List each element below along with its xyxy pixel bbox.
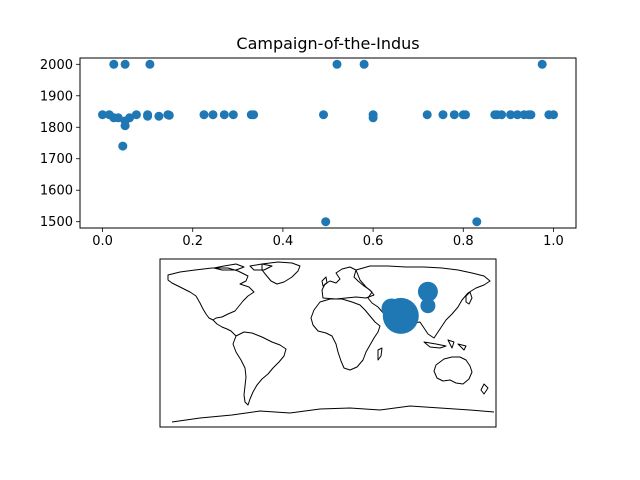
coastline-europe (321, 266, 375, 300)
y-tick-label: 1500 (40, 215, 73, 230)
map-marker (420, 298, 436, 314)
coastline-british-isles (321, 276, 328, 287)
x-axis-ticks: 0.0 0.2 0.4 0.6 0.8 1.0 (92, 228, 564, 249)
scatter-point (228, 110, 238, 120)
x-tick-label: 0.8 (453, 234, 474, 249)
scatter-point (359, 59, 369, 69)
scatter-point (526, 110, 536, 120)
scatter-point (449, 110, 459, 120)
coastline-antarctica (171, 405, 495, 423)
scatter-point (143, 111, 153, 121)
scatter-point (98, 110, 107, 120)
scatter-point (145, 59, 155, 69)
coastline-australia (433, 356, 473, 385)
scatter-point (472, 217, 482, 227)
y-tick-label: 2000 (40, 58, 73, 73)
map-ocean (160, 259, 496, 427)
scatter-point (109, 59, 119, 69)
x-tick-label: 0.2 (182, 234, 203, 249)
coastline-arctic-islands (213, 263, 273, 271)
x-tick-label: 0.4 (273, 234, 294, 249)
x-tick-label: 1.0 (543, 234, 564, 249)
scatter-point (438, 110, 448, 120)
scatter-point (537, 59, 547, 69)
chart-title: Campaign-of-the-Indus (236, 34, 419, 53)
scatter-point (208, 110, 218, 120)
coastline-japan (465, 291, 473, 305)
coastline-new-zealand (480, 383, 489, 395)
scatter-point (321, 217, 331, 227)
coastline-africa (310, 298, 381, 371)
plot-frame (79, 57, 577, 229)
scatter-point (118, 141, 128, 151)
scatter-point (164, 110, 174, 120)
scatter-point (497, 110, 507, 120)
coastline-north-america (167, 267, 255, 321)
scatter-point (199, 110, 209, 120)
scatter-point (368, 113, 378, 123)
map-marker (387, 302, 408, 323)
y-axis-ticks: 1500 1600 1700 1800 1900 2000 (40, 58, 80, 230)
scatter-point (249, 110, 259, 120)
scatter-point (120, 59, 130, 69)
map-markers (381, 281, 438, 334)
coastline-central-america (212, 319, 237, 337)
scatter-point (332, 59, 342, 69)
map-frame (159, 258, 497, 428)
coastline-south-america (232, 331, 287, 406)
scatter-point (461, 110, 470, 120)
coastline-madagascar (377, 347, 383, 361)
scatter-point (506, 110, 516, 120)
scatter-point (113, 113, 123, 123)
scatter-point (319, 110, 328, 120)
y-tick-label: 1800 (40, 121, 73, 136)
scatter-points (98, 59, 558, 227)
world-map (159, 258, 497, 428)
scatter-point (154, 111, 164, 121)
scatter-point (219, 110, 229, 120)
scatter-point (125, 113, 135, 123)
scatter-point (131, 110, 141, 120)
x-tick-label: 0.6 (363, 234, 384, 249)
y-tick-label: 1700 (40, 152, 73, 167)
coastline-greenland (261, 261, 301, 285)
scatter-chart: Campaign-of-the-Indus 0.0 0.2 0.4 0.6 0.8 1.0… (40, 34, 577, 249)
y-tick-label: 1600 (40, 184, 73, 199)
y-tick-label: 1900 (40, 89, 73, 104)
scatter-point (422, 110, 432, 120)
coastline-southeast-asia-islands (423, 339, 467, 351)
scatter-point (512, 110, 522, 120)
x-tick-label: 0.0 (92, 234, 113, 249)
scatter-point (120, 121, 130, 131)
coastline-asia (355, 265, 491, 339)
scatter-point (549, 110, 558, 120)
map-marker (417, 281, 438, 302)
